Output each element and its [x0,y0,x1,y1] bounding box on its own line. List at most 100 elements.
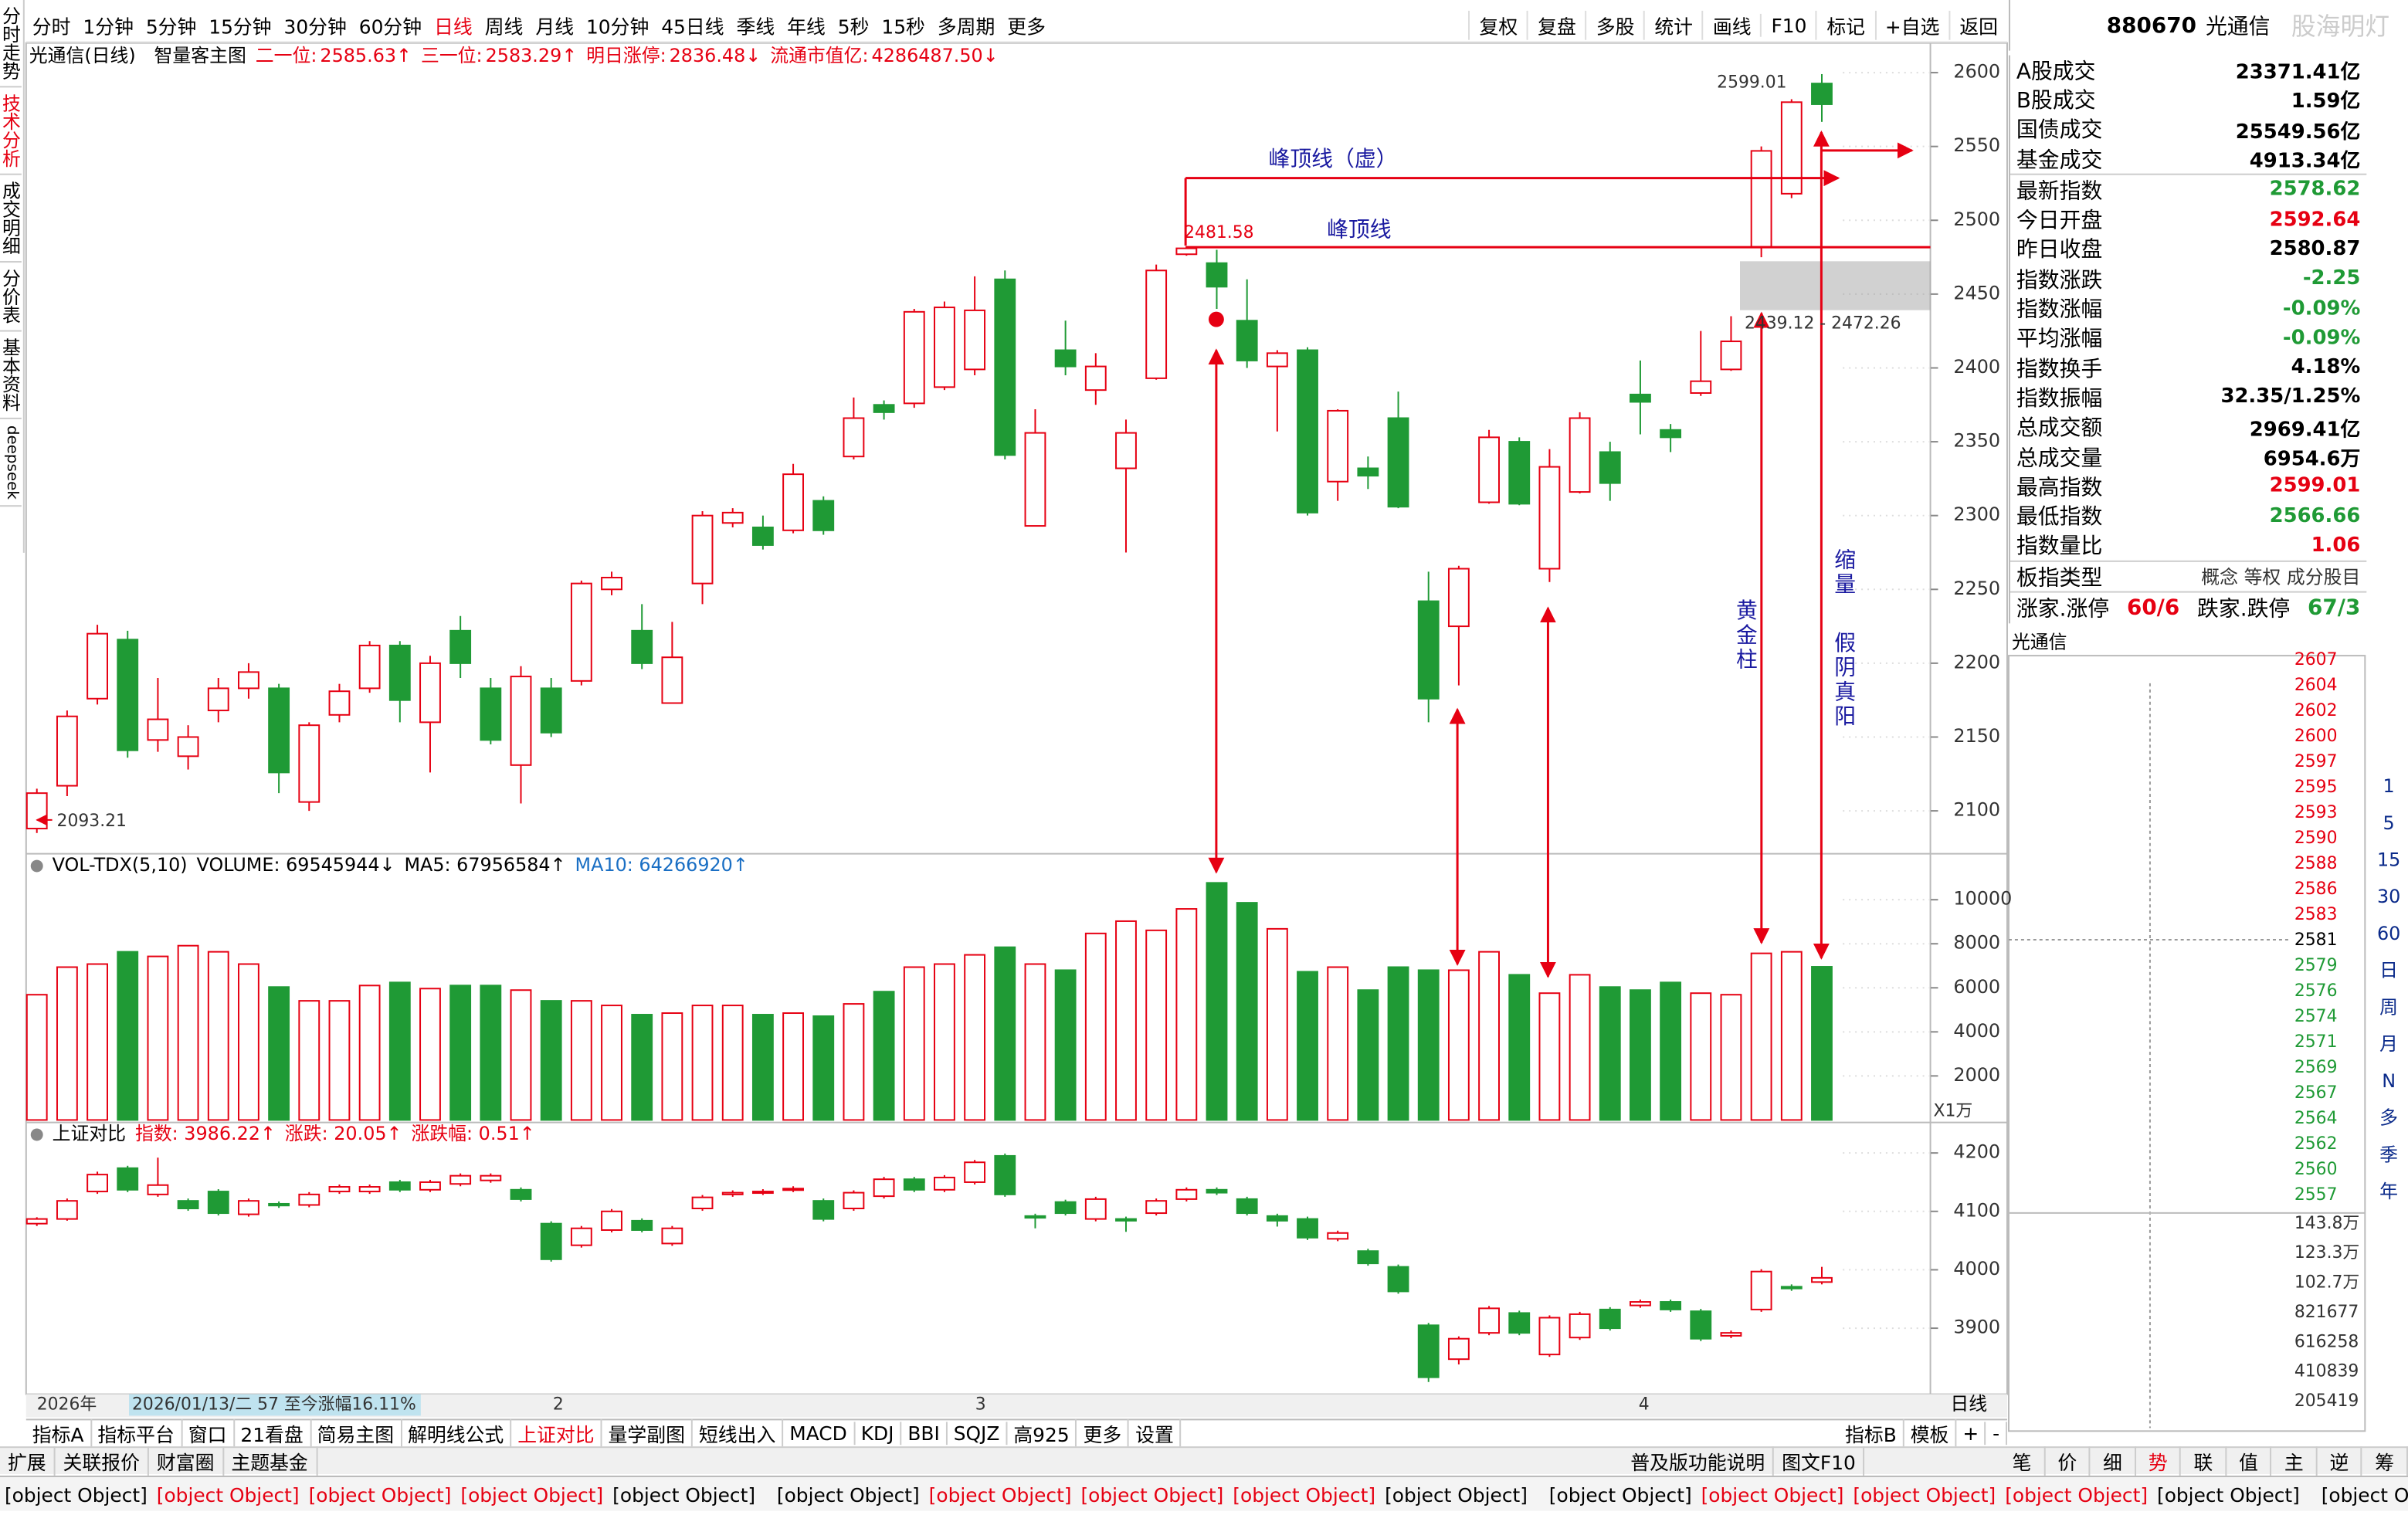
view-tab[interactable]: 联 [2182,1446,2227,1476]
period-button[interactable]: 日 [2379,959,2399,981]
bottom-link[interactable]: 主题基金 [223,1446,317,1476]
indicator-tab[interactable]: - [1986,1422,2007,1446]
indicator-tab[interactable]: MACD [783,1422,855,1446]
indicator-tab[interactable]: 量学副图 [602,1418,693,1449]
period-tab[interactable]: 年线 [787,14,826,38]
volume-bar [1750,952,1772,1121]
period-button[interactable]: 周 [2379,996,2399,1018]
period-button[interactable]: 月 [2379,1033,2399,1056]
period-button[interactable]: N [2382,1069,2396,1092]
side-tab[interactable]: 基本资料 [0,332,22,419]
side-tab[interactable]: 成交明细 [0,175,22,263]
tool-button[interactable]: +自选 [1874,9,1948,39]
period-tab[interactable]: 30分钟 [283,14,347,38]
panel-header: MA5: 67956584↑ [404,854,565,876]
view-tab[interactable]: 筹 [2362,1446,2408,1476]
tool-button[interactable]: 复权 [1468,9,1528,39]
period-tab[interactable]: 15分钟 [209,14,272,38]
period-tab[interactable]: 周线 [484,14,524,38]
indicator-tab[interactable]: 指标B [1839,1418,1904,1449]
side-tab[interactable]: 分价表 [0,263,22,332]
indicator-tab[interactable]: 21看盘 [234,1418,311,1449]
volume-bar [1780,951,1803,1121]
bottom-link[interactable]: 关联报价 [56,1446,149,1476]
candle-body [388,644,411,701]
period-tab[interactable]: 多周期 [937,14,995,38]
period-button[interactable]: 30 [2376,886,2401,908]
volume-bar [1478,951,1500,1121]
side-tab[interactable]: deepseek [0,419,22,507]
candle-body [298,724,321,803]
mini-price-label: 2604 [2294,676,2338,695]
info-value[interactable]: 概念 等权 成分股目 [2201,567,2361,588]
view-tab[interactable]: 值 [2227,1446,2272,1476]
view-tab[interactable]: 逆 [2318,1446,2363,1476]
period-tab[interactable]: 60分钟 [358,14,422,38]
view-tab[interactable]: 细 [2091,1446,2136,1476]
side-tab[interactable]: 技术分析 [0,87,22,175]
indicator-tab[interactable]: KDJ [855,1422,902,1446]
period-tab[interactable]: 45日线 [661,14,724,38]
period-button[interactable]: 年 [2379,1181,2399,1203]
indicator-tab[interactable]: + [1956,1422,1987,1446]
period-button[interactable]: 5 [2383,812,2395,834]
indicator-value: 4286487.50↓ [872,45,999,66]
tool-button[interactable]: 统计 [1643,9,1702,39]
indicator-tab[interactable]: 设置 [1129,1418,1182,1449]
view-tab[interactable]: 价 [2045,1446,2091,1476]
period-button[interactable]: 15 [2376,849,2401,871]
period-tab[interactable]: 月线 [535,14,575,38]
period-tab[interactable]: 日线 [434,14,473,38]
tool-button[interactable]: 画线 [1701,9,1761,39]
volume-bar [1175,908,1198,1121]
tool-button[interactable]: 多股 [1585,9,1644,39]
bottom-link[interactable]: 扩展 [0,1446,56,1476]
indicator-value: 2583.29↑ [486,45,578,66]
tool-button[interactable]: 标记 [1816,9,1874,39]
period-tab[interactable]: 1分钟 [83,14,134,38]
period-button[interactable]: 60 [2376,923,2401,944]
period-tab[interactable]: 15秒 [881,14,925,38]
period-tab[interactable]: 分时 [32,14,71,38]
tool-button[interactable]: F10 [1760,12,1816,36]
period-tab[interactable]: 季线 [736,14,775,38]
side-tab[interactable]: 分时走势 [0,0,22,88]
view-tab[interactable]: 势 [2136,1446,2182,1476]
period-tab[interactable]: 更多 [1007,14,1046,38]
tool-button[interactable]: 复盘 [1527,9,1586,39]
period-tab[interactable]: 10分钟 [585,14,649,38]
tool-button[interactable]: 返回 [1948,9,2007,39]
status-item: [object Object] [1385,1482,1528,1506]
view-tab[interactable]: 主 [2272,1446,2318,1476]
bottom-link[interactable]: 财富圈 [149,1446,224,1476]
indicator-tab[interactable]: SQJZ [948,1422,1008,1446]
bottom-link[interactable]: 图文F10 [1774,1446,1865,1476]
candle-body [1387,417,1409,508]
indicator-tab[interactable]: 高925 [1007,1418,1077,1449]
period-button[interactable]: 季 [2379,1144,2399,1166]
volume-bar [661,1012,683,1121]
panel-header: 指数: 3986.22↑ [135,1123,276,1144]
volume-bar [691,1005,714,1121]
indicator-tab[interactable]: 上证对比 [511,1418,602,1449]
indicator-tab[interactable]: 简易主图 [311,1418,402,1449]
indicator-tab[interactable]: 窗口 [182,1418,235,1449]
candle-body [751,1191,774,1195]
y-tick-label: 8000 [1953,932,2000,954]
bottom-link[interactable]: 普及版功能说明 [1623,1446,1775,1476]
indicator-tab[interactable]: 模板 [1904,1418,1957,1449]
view-tab[interactable]: 笔 [2000,1446,2046,1476]
indicator-tab[interactable]: 短线出入 [693,1418,784,1449]
indicator-tab[interactable]: 解明线公式 [402,1418,512,1449]
chart-title: 光通信(日线) [29,45,136,66]
period-button[interactable]: 多 [2379,1107,2399,1129]
period-tab[interactable]: 5秒 [837,14,870,38]
candle-body [358,1186,381,1193]
period-button[interactable]: 1 [2383,775,2395,798]
indicator-tab[interactable]: 更多 [1077,1418,1130,1449]
info-row: B股成交 1.59亿 [2010,85,2366,114]
indicator-tab[interactable]: BBI [901,1422,948,1446]
indicator-tab[interactable]: 指标A [26,1418,92,1449]
period-tab[interactable]: 5分钟 [145,14,197,38]
indicator-tab[interactable]: 指标平台 [91,1418,182,1449]
